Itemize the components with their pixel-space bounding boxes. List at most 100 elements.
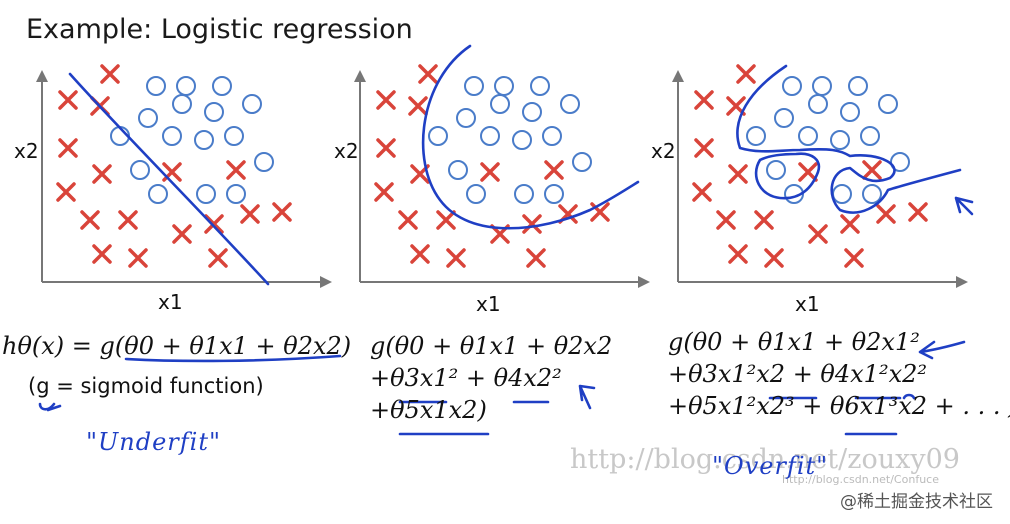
tick-overfit <box>902 393 916 400</box>
panel-1-cross-point <box>58 90 78 110</box>
panel-3-circle-point <box>840 102 860 122</box>
panel-1-cross-point <box>226 160 246 180</box>
panel-2-circle-point <box>512 130 532 150</box>
panel-3-cross-point <box>808 224 828 244</box>
formula-line: g(θ0 + θ1x1 + θ2x1² <box>668 328 920 356</box>
panel-3-cross-point <box>736 64 756 84</box>
panel-3-cross-point <box>908 202 928 222</box>
panel-2-cross-point <box>376 138 396 158</box>
formula-line: hθ(x) = g(θ0 + θ1x1 + θ2x2) <box>2 332 352 360</box>
panel-3-circle-point <box>766 160 786 180</box>
panel-1-circle-point <box>146 76 166 96</box>
panel-1-circle-point <box>138 108 158 128</box>
panel-3-cross-point <box>798 162 818 182</box>
panel-2-circle-point <box>448 160 468 180</box>
panel-3-y-label: x2 <box>651 139 676 163</box>
panel-2-circle-point <box>542 126 562 146</box>
panel-1-circle-point <box>254 152 274 172</box>
panel-1-formula: hθ(x) = g(θ0 + θ1x1 + θ2x2) <box>2 330 351 362</box>
panel-2-circle-point <box>490 94 510 114</box>
panel-3-cross-point <box>840 214 860 234</box>
panel-2-cross-point <box>446 248 466 268</box>
panel-3-circle-point <box>782 76 802 96</box>
panel-3-cross-point <box>862 160 882 180</box>
panel-3-circle-point <box>746 126 766 146</box>
panel-3-cross-point <box>728 164 748 184</box>
panel-3-formula: g(θ0 + θ1x1 + θ2x1² +θ3x1²x2 + θ4x1²x2² … <box>668 326 1010 422</box>
overfit-label: "Overfit" <box>712 452 829 480</box>
panel-1-cross-point <box>118 210 138 230</box>
panel-1-circle-point <box>172 94 192 114</box>
panel-3-circle-point <box>830 130 850 150</box>
panel-1-cross-point <box>100 64 120 84</box>
underline-g <box>38 402 56 411</box>
panel-3-cross-point <box>694 138 714 158</box>
justright-boundary <box>421 44 640 230</box>
arrow-overfit <box>954 196 974 216</box>
panel-1-cross-point <box>128 248 148 268</box>
panel-1-x-arrow <box>320 276 332 288</box>
panel-3-circle-point <box>798 126 818 146</box>
panel-2-cross-point <box>544 160 564 180</box>
panel-2-circle-point <box>456 108 476 128</box>
panel-2-circle-point <box>480 126 500 146</box>
panel-2-cross-point <box>418 64 438 84</box>
panel-1-cross-point <box>92 244 112 264</box>
formula-line: +θ3x1²x2 + θ4x1²x2² <box>668 360 927 388</box>
panel-1-y-label: x2 <box>14 139 39 163</box>
formula-line: +θ5x1x2) <box>370 396 487 424</box>
panel-2-x-arrow <box>638 276 650 288</box>
panel-3-circle-point <box>860 126 880 146</box>
panel-2-y-arrow <box>354 70 366 82</box>
watermark-url-small: http://blog.csdn.net/Confuce <box>782 473 939 486</box>
panel-1-cross-point <box>92 164 112 184</box>
panel-1-cross-point <box>208 248 228 268</box>
panel-2-circle-point <box>466 184 486 204</box>
panel-1-circle-point <box>196 184 216 204</box>
panel-1-cross-point <box>172 224 192 244</box>
panel-1-circle-point <box>176 76 196 96</box>
panel-3-x-label: x1 <box>795 292 820 316</box>
panel-3-x-arrow <box>956 276 968 288</box>
panel-2-cross-point <box>480 162 500 182</box>
panel-2-circle-point <box>522 102 542 122</box>
panel-2-circle-point <box>464 76 484 96</box>
panel-3-cross-point <box>764 248 784 268</box>
panel-2-cross-point <box>398 210 418 230</box>
panel-1-circle-point <box>242 94 262 114</box>
panel-2-cross-point <box>522 214 542 234</box>
panel-3-cross-point <box>728 244 748 264</box>
panel-3-cross-point <box>844 248 864 268</box>
slide-title: Example: Logistic regression <box>26 14 413 45</box>
panel-2-x-label: x1 <box>476 292 501 316</box>
sigmoid-note: (g = sigmoid function) <box>28 374 264 398</box>
panel-1-circle-point <box>148 184 168 204</box>
formula-line: +θ3x1² + θ4x2² <box>370 364 562 392</box>
formula-line: +θ5x1²x2³ + θ6x1³x2 + . . . ) <box>668 392 1010 420</box>
panel-3-cross-point <box>876 204 896 224</box>
arrow-justright <box>578 384 596 410</box>
formula-line: g(θ0 + θ1x1 + θ2x2 <box>370 332 613 360</box>
panel-1-circle-point <box>130 160 150 180</box>
panel-3-circle-point <box>812 76 832 96</box>
underfit-boundary <box>68 72 270 286</box>
panel-2-cross-point <box>408 96 428 116</box>
panel-2-circle-point <box>494 76 514 96</box>
panel-2-cross-point <box>376 90 396 110</box>
panel-3-cross-point <box>694 90 714 110</box>
panel-3-circle-point <box>878 94 898 114</box>
panel-1-cross-point <box>204 214 224 234</box>
panel-1-circle-point <box>162 126 182 146</box>
panel-2-circle-point <box>560 94 580 114</box>
panel-1-circle-point <box>224 126 244 146</box>
panel-1-cross-point <box>80 210 100 230</box>
panel-1-circle-point <box>204 102 224 122</box>
panel-2-formula: g(θ0 + θ1x1 + θ2x2 +θ3x1² + θ4x2² +θ5x1x… <box>370 330 612 426</box>
panel-2-y-label: x2 <box>334 139 359 163</box>
panel-2-cross-point <box>436 210 456 230</box>
panel-3-circle-point <box>890 152 910 172</box>
panel-1-cross-point <box>272 202 292 222</box>
panel-2-circle-point <box>428 126 448 146</box>
